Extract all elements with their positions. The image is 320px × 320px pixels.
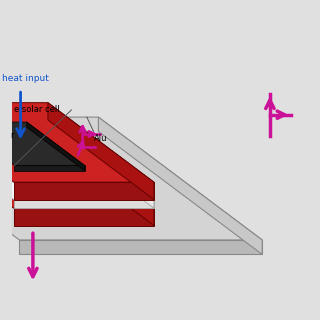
Polygon shape [20, 240, 262, 254]
Polygon shape [0, 117, 262, 240]
Text: Alu: Alu [93, 134, 107, 143]
Polygon shape [48, 103, 154, 199]
Text: e solar cell: e solar cell [14, 105, 59, 115]
Polygon shape [0, 129, 154, 208]
Polygon shape [0, 120, 154, 199]
Polygon shape [0, 103, 154, 182]
Text: heat input: heat input [2, 74, 49, 83]
Polygon shape [14, 208, 154, 226]
Text: r: r [10, 132, 13, 140]
Polygon shape [14, 165, 84, 171]
Polygon shape [27, 122, 84, 171]
Polygon shape [48, 129, 154, 226]
Polygon shape [0, 122, 84, 165]
Polygon shape [14, 182, 154, 199]
Polygon shape [14, 199, 154, 208]
Polygon shape [99, 117, 262, 254]
Polygon shape [48, 120, 154, 208]
